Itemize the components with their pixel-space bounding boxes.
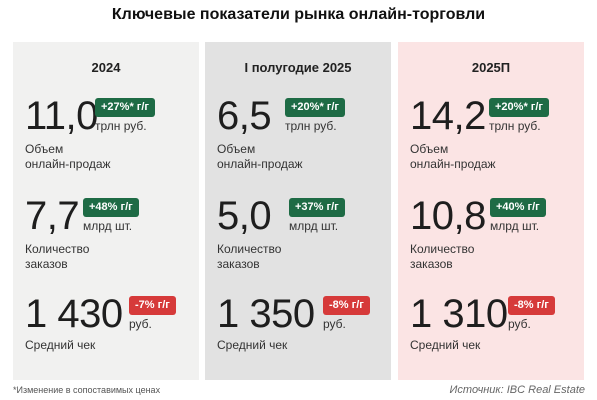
footnote: *Изменение в сопоставимых ценах	[13, 385, 161, 395]
metric-value: 10,8	[410, 194, 486, 238]
growth-badge: +48% г/г	[83, 198, 139, 217]
growth-badge: +20%* г/г	[489, 98, 549, 117]
metric-value: 11,0	[25, 94, 98, 138]
metric-unit: трлн руб.	[285, 119, 337, 133]
column-h1-2025: I полугодие 2025 6,5 +20%* г/г трлн руб.…	[205, 42, 391, 380]
column-header: I полугодие 2025	[244, 60, 352, 75]
metric-unit: руб.	[323, 317, 346, 331]
metric-value: 7,7	[25, 194, 80, 238]
decline-badge: -8% г/г	[508, 296, 555, 315]
metric-unit: трлн руб.	[95, 119, 147, 133]
growth-badge: +20%* г/г	[285, 98, 345, 117]
metric-value: 6,5	[217, 94, 272, 138]
metric-label: Количество заказов	[25, 242, 185, 272]
metric-label: Средний чек	[217, 338, 288, 352]
metric-unit: млрд шт.	[490, 219, 540, 233]
metric-unit: руб.	[129, 317, 152, 331]
decline-badge: -7% г/г	[129, 296, 176, 315]
metric-label: Количество заказов	[217, 242, 377, 272]
column-2025-forecast: 2025П 14,2 +20%* г/г трлн руб. Объем онл…	[398, 42, 584, 380]
metric-value: 1 430	[25, 292, 123, 336]
metric-value: 1 310	[410, 292, 508, 336]
metric-unit: трлн руб.	[489, 119, 541, 133]
metric-label-line: Количество	[410, 242, 475, 256]
metric-label: Средний чек	[25, 338, 96, 352]
metric-label-line: заказов	[410, 257, 453, 271]
metric-value: 14,2	[410, 94, 486, 138]
metric-value: 1 350	[217, 292, 315, 336]
metric-unit: млрд шт.	[289, 219, 339, 233]
growth-badge: +27%* г/г	[95, 98, 155, 117]
column-2024: 2024 11,0 +27%* г/г трлн руб. Объем онла…	[13, 42, 199, 380]
metric-label-line: заказов	[25, 257, 68, 271]
metric-label: Средний чек	[410, 338, 481, 352]
metric-label-line: онлайн-продаж	[25, 157, 111, 171]
metric-unit: руб.	[508, 317, 531, 331]
metric-label-line: заказов	[217, 257, 260, 271]
decline-badge: -8% г/г	[323, 296, 370, 315]
metric-unit: млрд шт.	[83, 219, 133, 233]
metric-label-line: онлайн-продаж	[410, 157, 496, 171]
page-title: Ключевые показатели рынка онлайн-торговл…	[111, 6, 486, 23]
column-header: 2024	[91, 60, 121, 75]
metric-label-line: Объем	[217, 142, 256, 156]
source-note: Источник: IBC Real Estate	[449, 384, 585, 396]
metric-label: Объем онлайн-продаж	[217, 142, 377, 172]
metric-label-line: Объем	[410, 142, 449, 156]
metric-value: 5,0	[217, 194, 272, 238]
metric-label-line: Количество	[25, 242, 90, 256]
metric-label-line: Количество	[217, 242, 282, 256]
column-header: 2025П	[471, 60, 511, 75]
metric-label-line: Объем	[25, 142, 64, 156]
metric-label: Объем онлайн-продаж	[410, 142, 570, 172]
metric-label: Количество заказов	[410, 242, 570, 272]
metric-label: Объем онлайн-продаж	[25, 142, 185, 172]
growth-badge: +40% г/г	[490, 198, 546, 217]
growth-badge: +37% г/г	[289, 198, 345, 217]
metric-label-line: онлайн-продаж	[217, 157, 303, 171]
